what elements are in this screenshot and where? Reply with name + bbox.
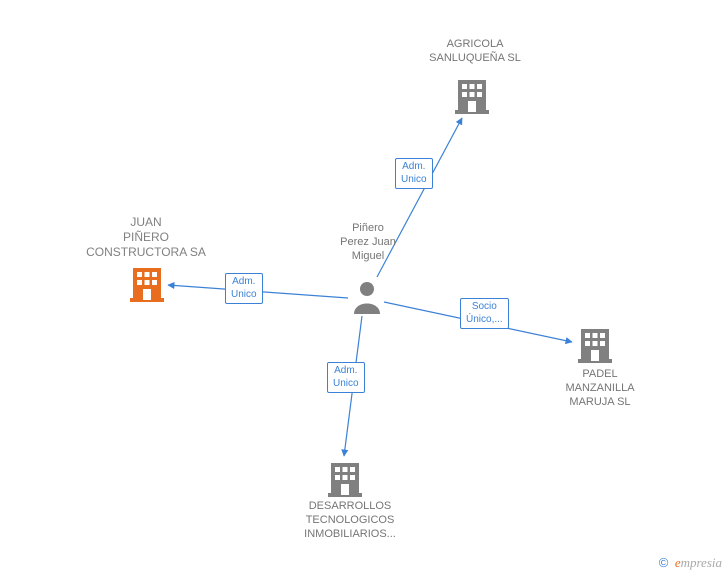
company-label: DESARROLLOS TECNOLOGICOS INMOBILIARIOS..… xyxy=(290,500,410,541)
building-icon xyxy=(130,266,164,307)
company-label: JUAN PIÑERO CONSTRUCTORA SA xyxy=(56,215,236,260)
company-label: AGRICOLA SANLUQUEÑA SL xyxy=(415,38,535,66)
center-person-label: Piñero Perez Juan Miguel xyxy=(332,222,404,263)
edge-label: Adm. Unico xyxy=(225,273,263,304)
watermark-copyright: © xyxy=(659,555,669,570)
watermark: © empresia xyxy=(659,555,722,571)
person-icon xyxy=(352,280,382,319)
edge-label: Adm. Unico xyxy=(395,158,433,189)
watermark-rest: mpresia xyxy=(681,555,722,570)
edge-label: Adm. Unico xyxy=(327,362,365,393)
building-icon xyxy=(455,78,489,119)
building-icon xyxy=(328,461,362,502)
building-icon xyxy=(578,327,612,368)
company-label: PADEL MANZANILLA MARUJA SL xyxy=(550,368,650,409)
edge-label: Socio Único,... xyxy=(460,298,509,329)
